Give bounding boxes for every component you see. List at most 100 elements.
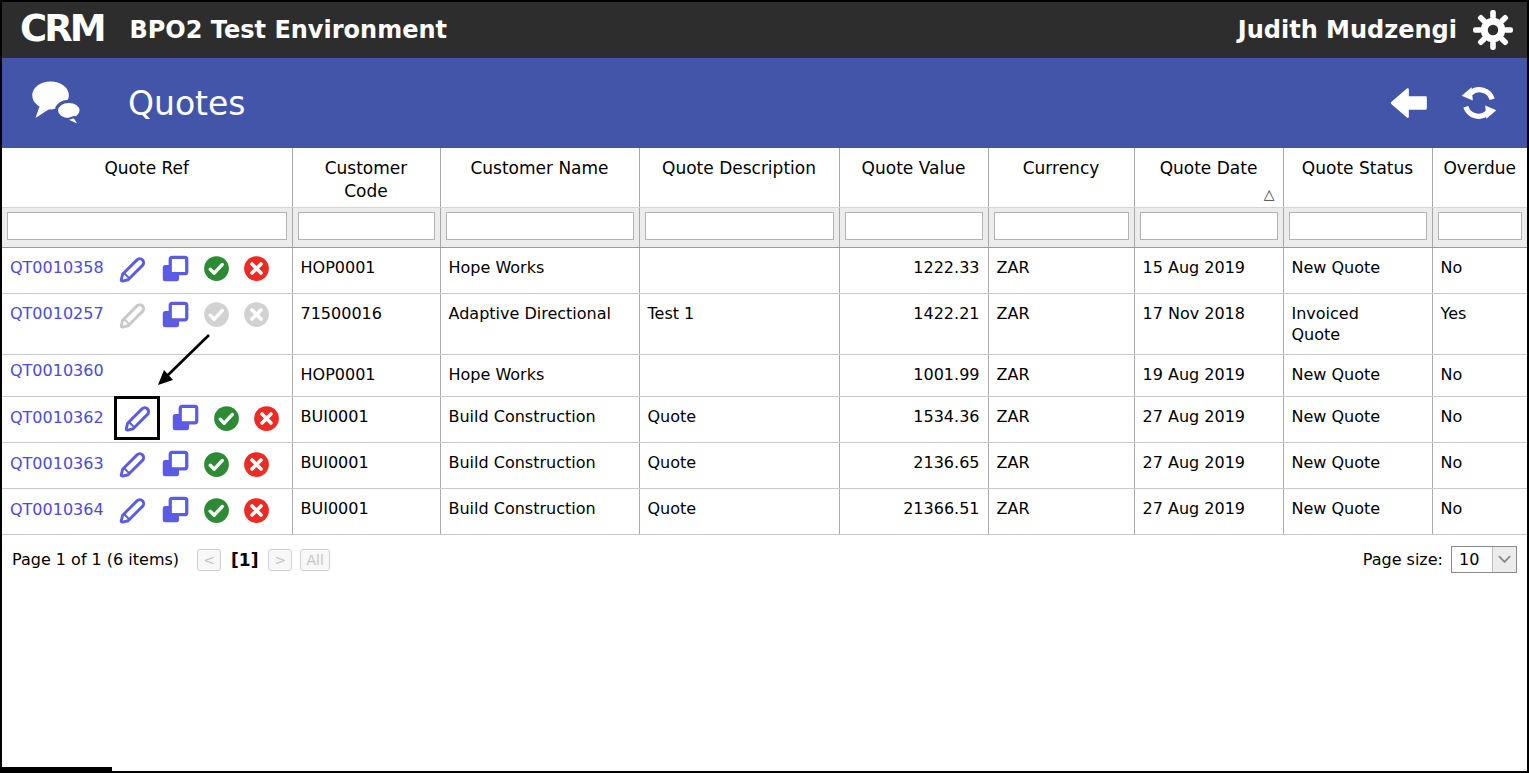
pagination-bar: Page 1 of 1 (6 items) < [1] > All Page s… — [2, 535, 1527, 573]
annotation-highlight-box — [114, 396, 160, 440]
table-row: QT0010257 71500016Adaptive DirectionalTes… — [2, 293, 1527, 355]
page-size-select[interactable]: 10 — [1451, 546, 1517, 573]
quote-status-cell: New Quote — [1283, 443, 1432, 489]
customer-name-cell: Hope Works — [440, 355, 639, 397]
edit-icon[interactable] — [117, 300, 147, 330]
customer-code-cell: 71500016 — [292, 293, 440, 355]
gear-icon — [1472, 9, 1514, 51]
approve-icon[interactable] — [213, 405, 240, 432]
quote-ref-cell: QT0010363 — [2, 443, 292, 489]
crm-logo: CRM — [20, 7, 103, 50]
scrollbar-artifact — [2, 767, 112, 771]
filter-input-currency[interactable] — [994, 212, 1129, 240]
column-header-currency[interactable]: Currency — [988, 148, 1134, 207]
app-window: CRM BPO2 Test Environment Judith Mudzeng… — [0, 0, 1529, 773]
approve-icon[interactable] — [203, 301, 230, 328]
quote-description-cell — [639, 247, 839, 293]
approve-icon[interactable] — [203, 497, 230, 524]
edit-icon[interactable] — [117, 254, 147, 284]
edit-icon[interactable] — [117, 495, 147, 525]
sort-ascending-icon: △ — [1264, 185, 1275, 204]
quote-ref-cell: QT0010362 — [2, 397, 292, 443]
column-header-quote-status[interactable]: Quote Status — [1283, 148, 1432, 207]
column-header-quote-date[interactable]: Quote Date △ — [1134, 148, 1283, 207]
quote-status-cell: New Quote — [1283, 247, 1432, 293]
prev-page-button[interactable]: < — [197, 549, 221, 571]
page-title: Quotes — [128, 84, 246, 123]
back-button[interactable] — [1387, 83, 1431, 123]
edit-icon[interactable] — [117, 449, 147, 479]
currency-cell: ZAR — [988, 355, 1134, 397]
filter-input-customer-name[interactable] — [446, 212, 634, 240]
toolbar-actions — [1387, 83, 1501, 123]
filter-input-quote-date[interactable] — [1140, 212, 1278, 240]
filter-input-quote-value[interactable] — [845, 212, 983, 240]
pagination-summary: Page 1 of 1 (6 items) — [12, 550, 179, 569]
quote-ref-link[interactable]: QT0010257 — [10, 304, 104, 325]
table-row: QT0010364BUI0001Build ConstructionQuote2… — [2, 489, 1527, 535]
settings-button[interactable] — [1471, 8, 1515, 52]
reject-icon[interactable] — [243, 301, 270, 328]
customer-name-cell: Adaptive Directional — [440, 293, 639, 355]
quote-value-cell: 1222.33 — [839, 247, 988, 293]
column-header-quote-description[interactable]: Quote Description — [639, 148, 839, 207]
customer-name-cell: Build Construction — [440, 397, 639, 443]
column-header-quote-value[interactable]: Quote Value — [839, 148, 988, 207]
refresh-button[interactable] — [1457, 83, 1501, 123]
next-page-button[interactable]: > — [268, 549, 292, 571]
approve-icon[interactable] — [203, 451, 230, 478]
filter-input-quote-description[interactable] — [645, 212, 834, 240]
quote-value-cell: 21366.51 — [839, 489, 988, 535]
table-row: QT0010363BUI0001Build ConstructionQuote2… — [2, 443, 1527, 489]
quote-ref-cell: QT0010360 — [2, 355, 292, 397]
reject-icon[interactable] — [243, 497, 270, 524]
quote-date-cell: 17 Nov 2018 — [1134, 293, 1283, 355]
column-header-overdue[interactable]: Overdue — [1432, 148, 1527, 207]
quote-ref-link[interactable]: QT0010363 — [10, 454, 104, 475]
customer-code-cell: BUI0001 — [292, 397, 440, 443]
quote-ref-link[interactable]: QT0010358 — [10, 258, 104, 279]
reject-icon[interactable] — [243, 451, 270, 478]
environment-title: BPO2 Test Environment — [129, 16, 447, 44]
column-header-quote-ref[interactable]: Quote Ref — [2, 148, 292, 207]
copy-icon[interactable] — [160, 449, 190, 479]
edit-icon[interactable] — [122, 403, 152, 433]
quote-ref-link[interactable]: QT0010360 — [10, 361, 104, 382]
overdue-cell: No — [1432, 489, 1527, 535]
reject-icon[interactable] — [243, 255, 270, 282]
customer-name-cell: Build Construction — [440, 489, 639, 535]
quote-description-cell: Test 1 — [639, 293, 839, 355]
quote-ref-link[interactable]: QT0010362 — [10, 408, 104, 429]
copy-icon[interactable] — [160, 300, 190, 330]
copy-icon[interactable] — [160, 495, 190, 525]
currency-cell: ZAR — [988, 443, 1134, 489]
quote-date-cell: 27 Aug 2019 — [1134, 397, 1283, 443]
quote-description-cell: Quote — [639, 489, 839, 535]
quote-value-cell: 1422.21 — [839, 293, 988, 355]
quote-description-cell — [639, 355, 839, 397]
customer-code-cell: HOP0001 — [292, 247, 440, 293]
refresh-icon — [1457, 83, 1501, 123]
quote-ref-link[interactable]: QT0010364 — [10, 500, 104, 521]
copy-icon[interactable] — [160, 254, 190, 284]
filter-input-overdue[interactable] — [1438, 212, 1523, 240]
approve-icon[interactable] — [203, 255, 230, 282]
quote-status-cell: New Quote — [1283, 397, 1432, 443]
filter-input-customer-code[interactable] — [298, 212, 435, 240]
currency-cell: ZAR — [988, 489, 1134, 535]
filter-input-quote-status[interactable] — [1289, 212, 1427, 240]
quote-value-cell: 1001.99 — [839, 355, 988, 397]
overdue-cell: No — [1432, 443, 1527, 489]
column-header-customer-code[interactable]: Customer Code — [292, 148, 440, 207]
currency-cell: ZAR — [988, 247, 1134, 293]
all-pages-button[interactable]: All — [300, 549, 329, 571]
page-size-label: Page size: — [1363, 550, 1443, 569]
copy-icon[interactable] — [170, 403, 200, 433]
column-header-customer-name[interactable]: Customer Name — [440, 148, 639, 207]
filter-input-quote-ref[interactable] — [7, 212, 287, 240]
chevron-down-icon — [1492, 547, 1516, 572]
overdue-cell: No — [1432, 247, 1527, 293]
quote-description-cell: Quote — [639, 443, 839, 489]
quote-date-cell: 19 Aug 2019 — [1134, 355, 1283, 397]
reject-icon[interactable] — [253, 405, 280, 432]
